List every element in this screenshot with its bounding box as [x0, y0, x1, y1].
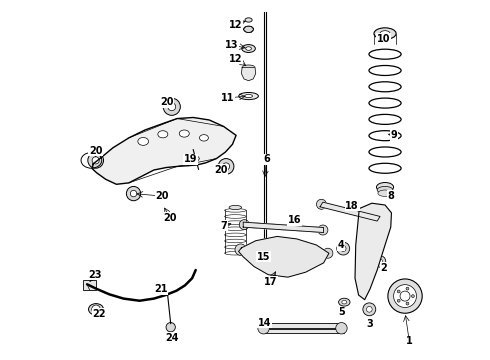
Circle shape [166, 323, 175, 332]
Ellipse shape [199, 135, 208, 141]
Circle shape [258, 323, 270, 334]
Circle shape [337, 242, 350, 255]
Ellipse shape [376, 183, 393, 192]
Ellipse shape [242, 45, 255, 53]
Circle shape [222, 163, 230, 170]
Circle shape [235, 244, 246, 255]
Circle shape [218, 158, 234, 174]
Text: 1: 1 [406, 337, 413, 346]
Text: 20: 20 [160, 97, 174, 107]
Text: 24: 24 [166, 333, 179, 343]
Ellipse shape [245, 94, 252, 98]
Circle shape [397, 290, 400, 293]
Bar [262, 323, 343, 328]
Text: 2: 2 [380, 262, 387, 273]
Text: 7: 7 [220, 221, 227, 231]
Circle shape [388, 279, 422, 313]
Polygon shape [320, 202, 380, 221]
Circle shape [406, 302, 409, 305]
Ellipse shape [378, 190, 392, 197]
Ellipse shape [380, 31, 390, 36]
Ellipse shape [339, 298, 350, 306]
Ellipse shape [245, 47, 251, 50]
Circle shape [373, 213, 384, 224]
Circle shape [92, 157, 99, 164]
Text: 4: 4 [337, 240, 344, 250]
Circle shape [323, 248, 333, 258]
Ellipse shape [192, 156, 199, 161]
Text: 15: 15 [257, 252, 270, 262]
Circle shape [406, 287, 409, 290]
Text: 20: 20 [214, 165, 227, 175]
Circle shape [367, 306, 372, 312]
Text: 9: 9 [391, 130, 398, 140]
Circle shape [318, 225, 328, 235]
Ellipse shape [138, 138, 148, 145]
Text: 20: 20 [155, 191, 169, 201]
Text: 21: 21 [154, 284, 168, 294]
Ellipse shape [377, 186, 393, 194]
Text: 23: 23 [88, 270, 102, 280]
Circle shape [163, 98, 180, 115]
Text: 20: 20 [89, 146, 102, 156]
Circle shape [377, 259, 383, 264]
Ellipse shape [239, 93, 258, 100]
Circle shape [126, 186, 141, 201]
Text: 3: 3 [366, 319, 373, 329]
Text: 18: 18 [345, 201, 359, 211]
Circle shape [393, 285, 416, 307]
Polygon shape [239, 237, 329, 277]
Text: 20: 20 [163, 212, 177, 222]
Text: 13: 13 [225, 40, 239, 50]
Circle shape [168, 103, 176, 111]
Ellipse shape [245, 18, 252, 22]
Circle shape [336, 323, 347, 334]
Circle shape [88, 153, 103, 168]
Text: 6: 6 [263, 154, 270, 164]
Circle shape [363, 303, 376, 316]
Text: 8: 8 [387, 191, 394, 201]
Text: 10: 10 [377, 34, 391, 44]
Polygon shape [243, 222, 323, 233]
Ellipse shape [179, 130, 189, 137]
Ellipse shape [374, 28, 396, 39]
Ellipse shape [158, 131, 168, 138]
Circle shape [130, 190, 137, 197]
Polygon shape [92, 117, 236, 184]
Text: 16: 16 [288, 215, 301, 225]
Ellipse shape [229, 205, 242, 210]
Circle shape [374, 256, 386, 267]
Ellipse shape [244, 26, 253, 32]
Text: 19: 19 [184, 154, 197, 164]
Circle shape [92, 305, 100, 314]
Bar [262, 329, 343, 333]
Polygon shape [355, 203, 392, 300]
Text: 11: 11 [221, 93, 235, 103]
Circle shape [412, 295, 415, 297]
Text: 5: 5 [338, 307, 345, 317]
Text: 12: 12 [229, 54, 243, 64]
Circle shape [397, 299, 400, 302]
Polygon shape [242, 67, 256, 81]
Text: 14: 14 [258, 318, 271, 328]
Text: 17: 17 [264, 277, 277, 287]
Text: 22: 22 [93, 309, 106, 319]
Ellipse shape [89, 303, 103, 315]
Ellipse shape [242, 65, 255, 70]
Bar [83, 280, 97, 290]
Text: 12: 12 [229, 19, 243, 30]
Ellipse shape [342, 300, 347, 304]
Circle shape [239, 220, 249, 230]
Circle shape [317, 199, 326, 209]
